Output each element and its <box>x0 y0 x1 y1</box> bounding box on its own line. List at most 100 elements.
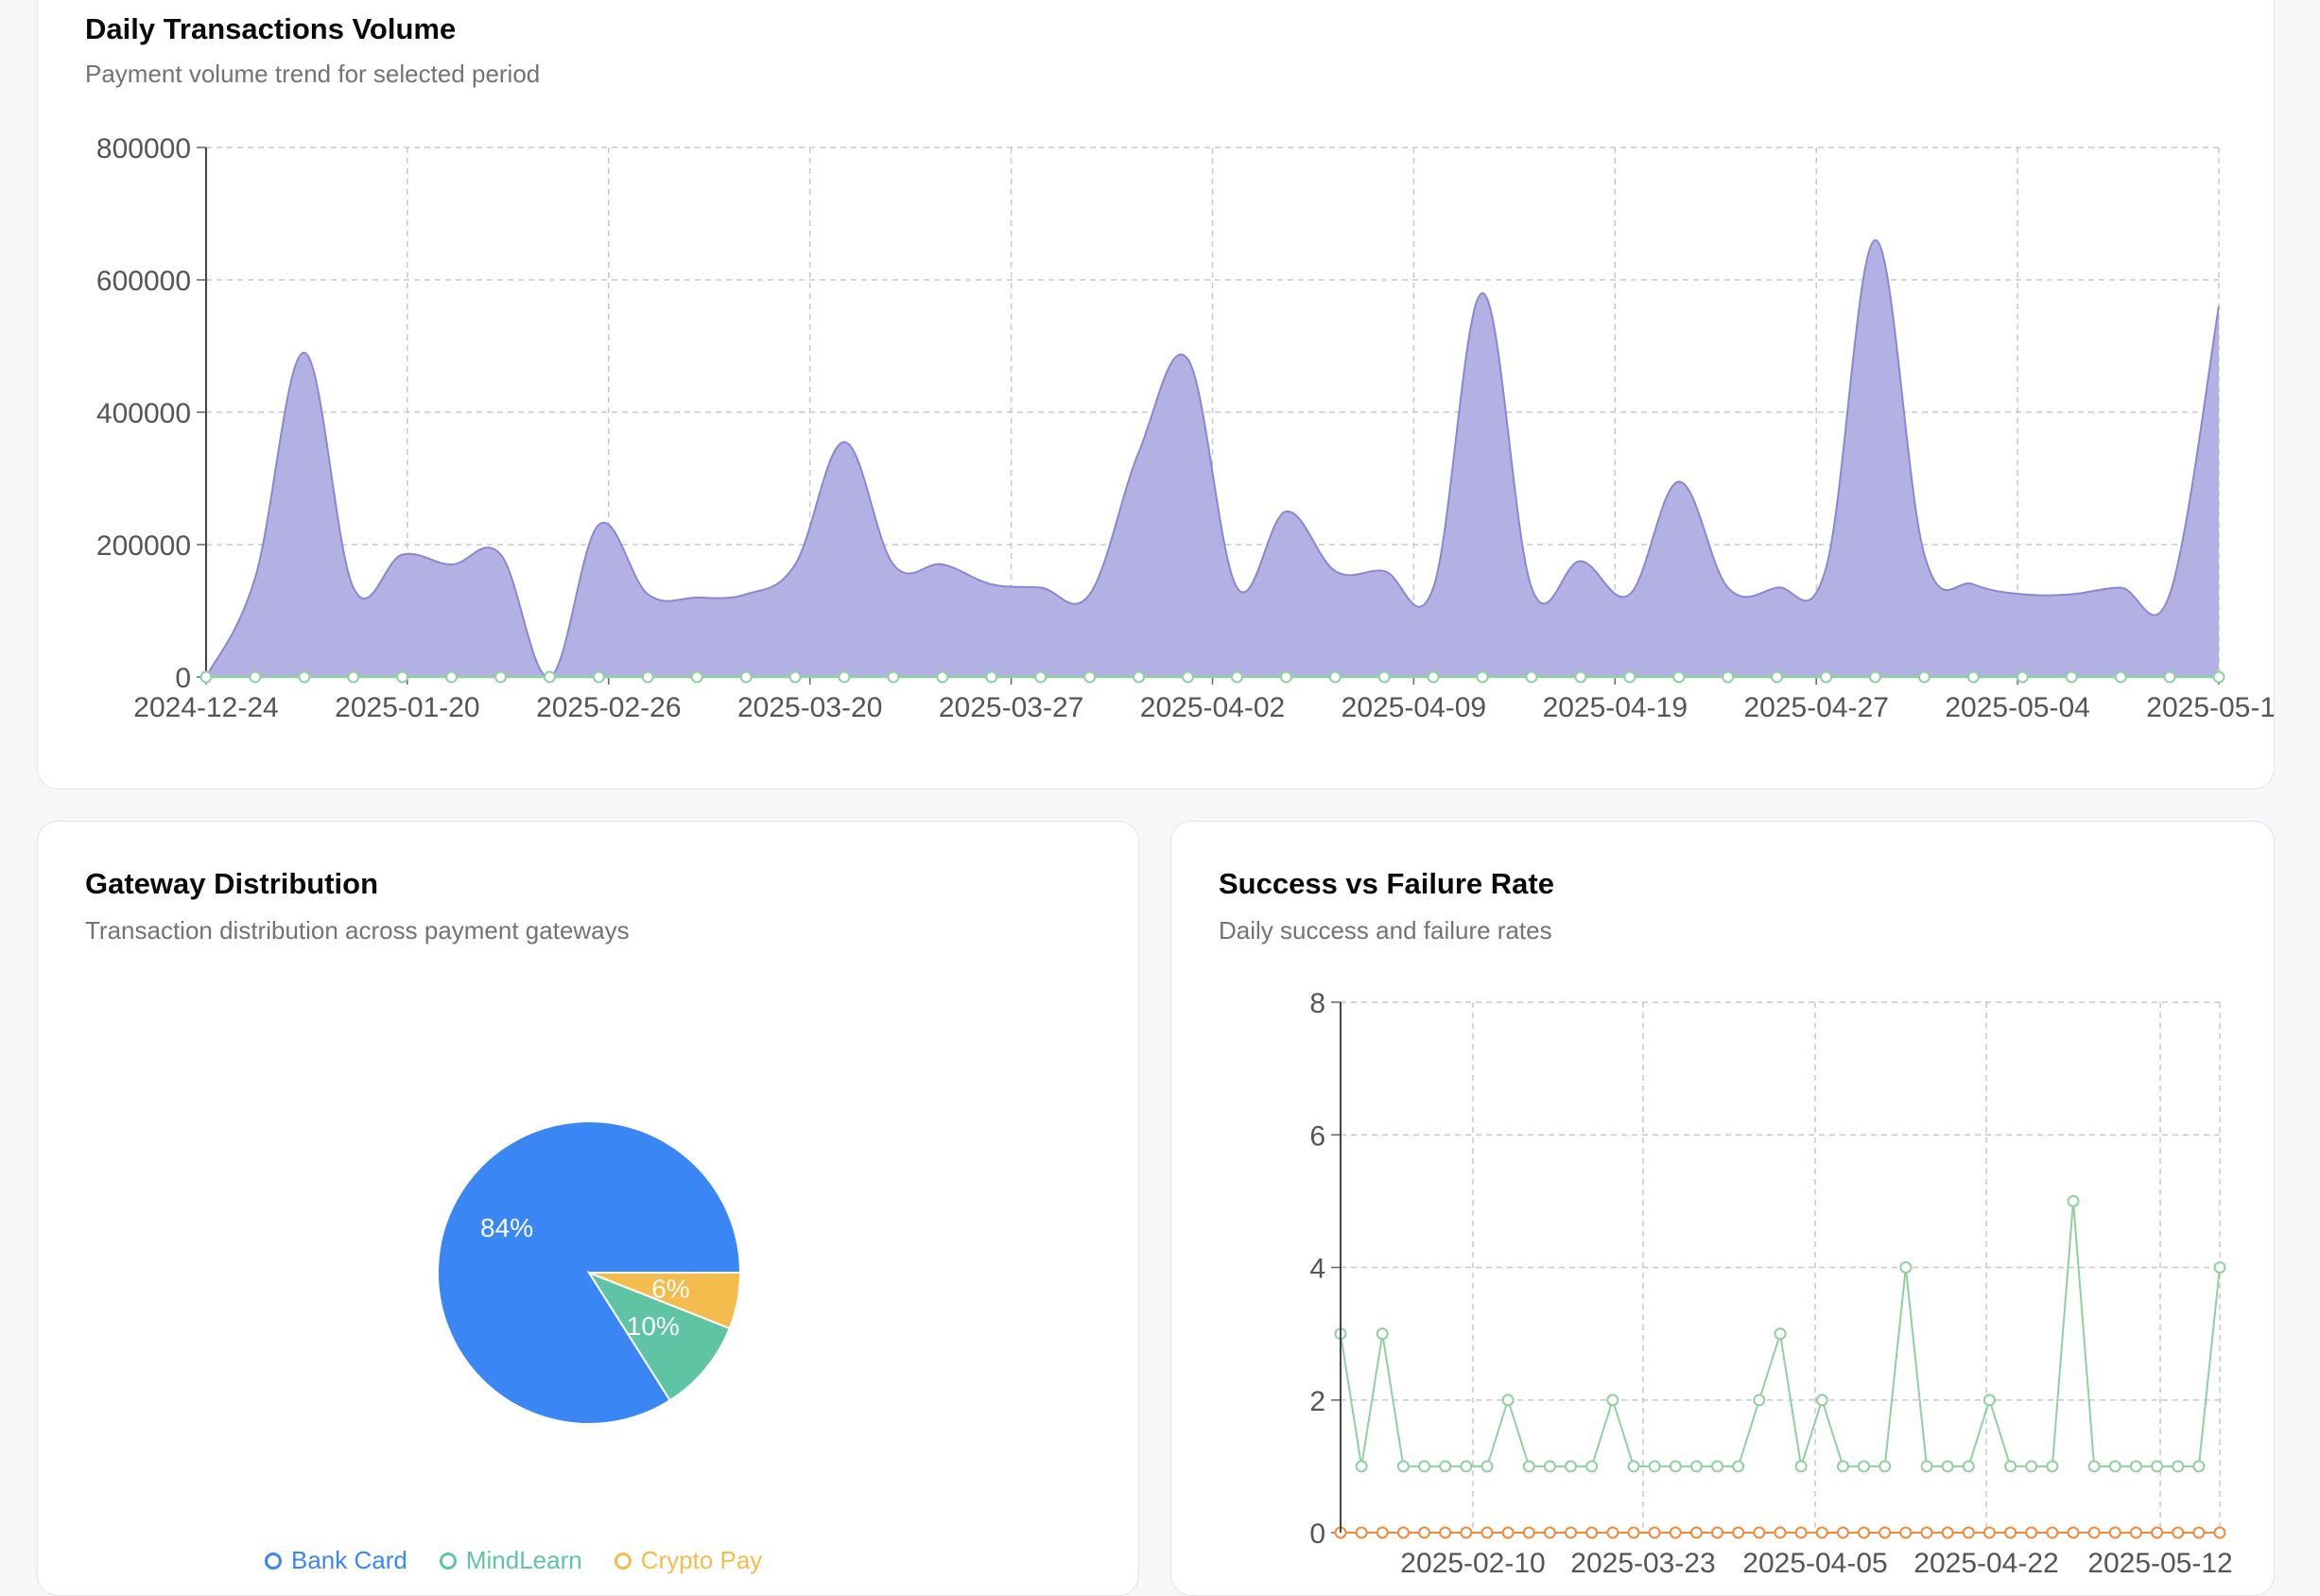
volume-point <box>1672 670 1686 684</box>
x-tick-label: 2025-05-12 <box>2087 1548 2232 1579</box>
failure-point <box>2004 1526 2017 1539</box>
volume-point <box>396 670 409 684</box>
failure-point <box>1376 1526 1389 1539</box>
failure-point <box>1355 1526 1368 1539</box>
y-tick-label: 0 <box>175 663 191 694</box>
volume-point <box>1623 670 1636 684</box>
success-point <box>1396 1460 1410 1473</box>
success-point <box>1522 1460 1535 1473</box>
volume-point <box>445 670 459 684</box>
failure-point <box>1689 1526 1703 1539</box>
success-point <box>2046 1460 2059 1473</box>
failure-point <box>1606 1526 1619 1539</box>
failure-point <box>1669 1526 1682 1539</box>
success-point <box>1858 1460 1871 1473</box>
failure-point <box>1460 1526 1473 1539</box>
legend-item[interactable]: Bank Card <box>265 1546 407 1575</box>
success-point <box>1774 1327 1787 1341</box>
failure-point <box>2172 1526 2185 1539</box>
failure-point <box>2087 1526 2101 1539</box>
volume-point <box>298 670 311 684</box>
legend-label: Crypto Pay <box>640 1546 763 1574</box>
success-point <box>1899 1261 1913 1274</box>
gateway-card-subtitle: Transaction distribution across payment … <box>85 916 630 945</box>
success-card-title: Success vs Failure Rate <box>1219 867 1554 900</box>
volume-point <box>838 670 851 684</box>
success-point <box>2025 1460 2038 1473</box>
failure-point <box>1879 1526 1892 1539</box>
failure-point <box>1396 1526 1410 1539</box>
success-point <box>1836 1460 1849 1473</box>
y-tick-label: 200000 <box>96 530 191 562</box>
failure-point <box>2213 1526 2226 1539</box>
y-tick-label: 4 <box>1309 1254 1325 1285</box>
x-tick-label: 2025-03-27 <box>939 692 1083 723</box>
failure-point <box>1480 1526 1494 1539</box>
success-point <box>1753 1394 1766 1407</box>
success-point <box>2108 1460 2121 1473</box>
success-point <box>2213 1261 2226 1274</box>
volume-point <box>1574 670 1587 684</box>
failure-point <box>2067 1526 2080 1539</box>
success-point <box>1794 1460 1808 1473</box>
success-point <box>1879 1460 1892 1473</box>
volume-point <box>1722 670 1735 684</box>
failure-point <box>1522 1526 1535 1539</box>
failure-point <box>1982 1526 1996 1539</box>
volume-card-title: Daily Transactions Volume <box>85 12 457 45</box>
success-point <box>1711 1460 1724 1473</box>
volume-point <box>347 670 360 684</box>
pie-slice-label: 84% <box>480 1213 533 1242</box>
pie-slice-label: 6% <box>651 1274 689 1303</box>
failure-point <box>2025 1526 2038 1539</box>
volume-area <box>206 239 2219 678</box>
x-tick-label: 2024-12-24 <box>133 692 278 723</box>
volume-point <box>1133 670 1146 684</box>
success-point <box>2087 1460 2101 1473</box>
x-tick-label: 2025-03-23 <box>1570 1548 1715 1579</box>
volume-point <box>1771 670 1784 684</box>
success-point <box>2004 1460 2017 1473</box>
legend-item[interactable]: Crypto Pay <box>614 1546 763 1575</box>
volume-point <box>1279 670 1292 684</box>
success-point <box>1732 1460 1745 1473</box>
legend-item[interactable]: MindLearn <box>439 1546 582 1575</box>
x-tick-label: 2025-04-02 <box>1140 692 1285 723</box>
volume-point <box>2163 670 2176 684</box>
volume-point <box>985 670 998 684</box>
failure-point <box>1543 1526 1556 1539</box>
success-point <box>1501 1394 1515 1407</box>
y-tick-label: 6 <box>1309 1120 1325 1152</box>
volume-point <box>690 670 703 684</box>
success-point <box>2067 1194 2080 1207</box>
volume-point <box>1182 670 1195 684</box>
y-tick-label: 0 <box>1309 1518 1325 1550</box>
volume-point <box>1820 670 1833 684</box>
failure-point <box>1627 1526 1640 1539</box>
volume-point <box>788 670 802 684</box>
success-point <box>2129 1460 2142 1473</box>
volume-point <box>936 670 949 684</box>
failure-point <box>1753 1526 1766 1539</box>
x-tick-label: 2025-02-26 <box>536 692 681 723</box>
failure-point <box>1794 1526 1808 1539</box>
y-tick-label: 600000 <box>96 266 191 297</box>
success-point <box>1480 1460 1494 1473</box>
failure-point <box>2129 1526 2142 1539</box>
failure-point <box>1418 1526 1431 1539</box>
volume-point <box>543 670 556 684</box>
volume-point <box>1869 670 1882 684</box>
volume-point <box>1230 670 1243 684</box>
x-tick-label: 2025-04-19 <box>1543 692 1688 723</box>
failure-point <box>1774 1526 1787 1539</box>
volume-point <box>1476 670 1489 684</box>
volume-point <box>592 670 605 684</box>
volume-point <box>1966 670 1980 684</box>
failure-point <box>2192 1526 2206 1539</box>
gateway-chart-card: Gateway Distribution Transaction distrib… <box>37 821 1139 1596</box>
volume-point <box>887 670 900 684</box>
success-point <box>1460 1460 1473 1473</box>
volume-point <box>1427 670 1440 684</box>
x-tick-label: 2025-04-22 <box>1913 1548 2058 1579</box>
gateway-pie-chart: 84% 10% 6% <box>437 1120 742 1425</box>
